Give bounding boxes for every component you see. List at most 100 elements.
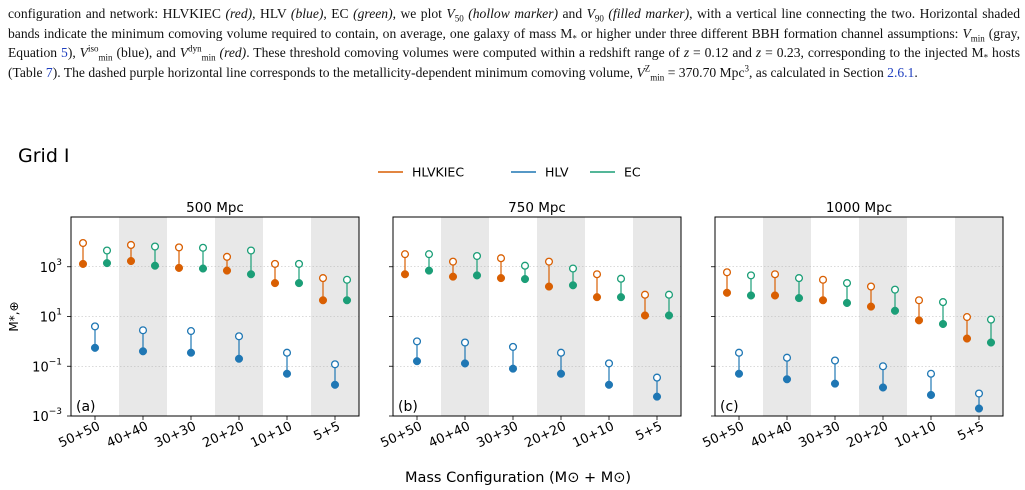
- v90-marker: [270, 279, 280, 288]
- legend-label-hlv: HLV: [545, 165, 569, 180]
- v90-marker: [400, 270, 410, 279]
- v90-marker: [234, 354, 244, 363]
- caption-math: V: [586, 6, 595, 21]
- v90-marker: [640, 311, 650, 320]
- v90-marker: [938, 319, 948, 329]
- v50-marker: [520, 261, 530, 270]
- legend-label-hlvkiec: HLVKIEC: [412, 165, 464, 180]
- caption-math: z: [683, 45, 690, 60]
- x-tick-label: 50+50: [56, 419, 102, 451]
- section-link[interactable]: 2.6.1: [887, 64, 915, 80]
- v50-marker: [734, 348, 744, 357]
- panel-3: 1000 Mpc (c) 50+50 40+40 30+30 20+20 10+10 5+5: [700, 200, 1004, 451]
- v90-marker: [520, 275, 530, 284]
- v50-marker: [664, 290, 674, 299]
- v90-marker: [914, 316, 924, 325]
- v90-marker: [878, 383, 888, 392]
- panel-label: (b): [398, 399, 418, 415]
- v90-marker: [794, 294, 804, 303]
- v90-marker: [556, 369, 566, 378]
- caption-text: = 370.70 Mpc: [664, 64, 745, 80]
- caption-text: and: [558, 6, 587, 21]
- caption-text: configuration and network: HLVKIEC: [8, 6, 226, 21]
- v50-marker: [914, 296, 924, 305]
- v50-marker: [794, 274, 804, 283]
- caption-text: .: [914, 64, 918, 80]
- x-tick-label: 50+50: [378, 419, 424, 451]
- v50-marker: [986, 315, 996, 324]
- v90-marker: [90, 343, 100, 352]
- v90-marker: [424, 266, 434, 275]
- x-tick-label: 5+5: [311, 419, 342, 444]
- v50-marker: [604, 359, 614, 368]
- caption-math: V: [962, 25, 971, 41]
- v50-marker: [722, 268, 732, 277]
- y-tick-label: 101: [40, 308, 62, 326]
- v90-marker: [604, 380, 614, 389]
- caption-text: (filled marker): [608, 6, 690, 21]
- caption-text: = 0.12 and: [689, 45, 756, 60]
- v50-marker: [818, 275, 828, 284]
- v50-marker: [556, 348, 566, 357]
- caption-math: Z: [644, 62, 651, 73]
- v50-marker: [746, 271, 756, 280]
- v50-marker: [878, 362, 888, 371]
- x-tick-label: 40+40: [748, 419, 794, 451]
- v50-marker: [234, 332, 244, 341]
- caption-math: 90: [594, 13, 604, 24]
- v90-marker: [592, 293, 602, 302]
- table-link[interactable]: 7: [45, 64, 53, 80]
- caption-math: min: [970, 33, 985, 44]
- v90-marker: [544, 282, 554, 291]
- v90-marker: [842, 298, 852, 308]
- v90-marker: [818, 296, 828, 305]
- caption-text: , with a vertical line connecting the tw…: [8, 6, 1021, 41]
- v90-marker: [186, 348, 196, 357]
- legend: HLVKIEC HLV EC: [378, 165, 641, 180]
- x-tick-label: 40+40: [426, 419, 472, 451]
- equation-link[interactable]: 5: [61, 45, 68, 60]
- v50-marker: [78, 238, 88, 248]
- v50-marker: [770, 270, 780, 279]
- y-tick-label: 103: [40, 258, 62, 276]
- v90-marker: [986, 338, 996, 347]
- panel-title: 750 Mpc: [508, 200, 566, 216]
- caption-text: (green): [353, 6, 393, 21]
- v50-marker: [330, 360, 340, 369]
- v90-marker: [770, 291, 780, 300]
- v90-marker: [890, 306, 900, 315]
- v50-marker: [138, 326, 148, 335]
- v90-marker: [746, 291, 756, 300]
- caption-math: min: [650, 72, 665, 83]
- legend-label-ec: EC: [624, 165, 641, 180]
- caption-text: , HLV: [252, 6, 291, 21]
- caption-text: ),: [67, 45, 80, 60]
- figure-title: Grid I: [18, 145, 70, 167]
- v50-marker: [544, 257, 554, 266]
- v90-marker: [568, 281, 578, 290]
- v90-marker: [496, 274, 506, 283]
- v50-marker: [842, 279, 852, 288]
- v50-marker: [782, 353, 792, 362]
- caption-text: , as calculated in Section: [748, 64, 888, 80]
- caption-text: (blue): [290, 6, 324, 21]
- panel-label: (c): [720, 399, 739, 415]
- v50-marker: [974, 389, 984, 398]
- v90-marker: [78, 259, 88, 268]
- v50-marker: [938, 298, 948, 307]
- v50-marker: [926, 369, 936, 378]
- v90-marker: [174, 263, 184, 272]
- v50-marker: [866, 282, 876, 291]
- v50-marker: [294, 259, 304, 268]
- v90-marker: [150, 261, 160, 270]
- v50-marker: [640, 290, 650, 299]
- v90-marker: [138, 347, 148, 356]
- v50-marker: [472, 251, 482, 261]
- v50-marker: [198, 243, 208, 252]
- caption-text: (blue), and: [112, 45, 180, 60]
- panel-title: 1000 Mpc: [826, 200, 892, 216]
- x-tick-label: 30+30: [474, 419, 520, 451]
- v50-marker: [102, 246, 112, 255]
- v50-marker: [962, 313, 972, 322]
